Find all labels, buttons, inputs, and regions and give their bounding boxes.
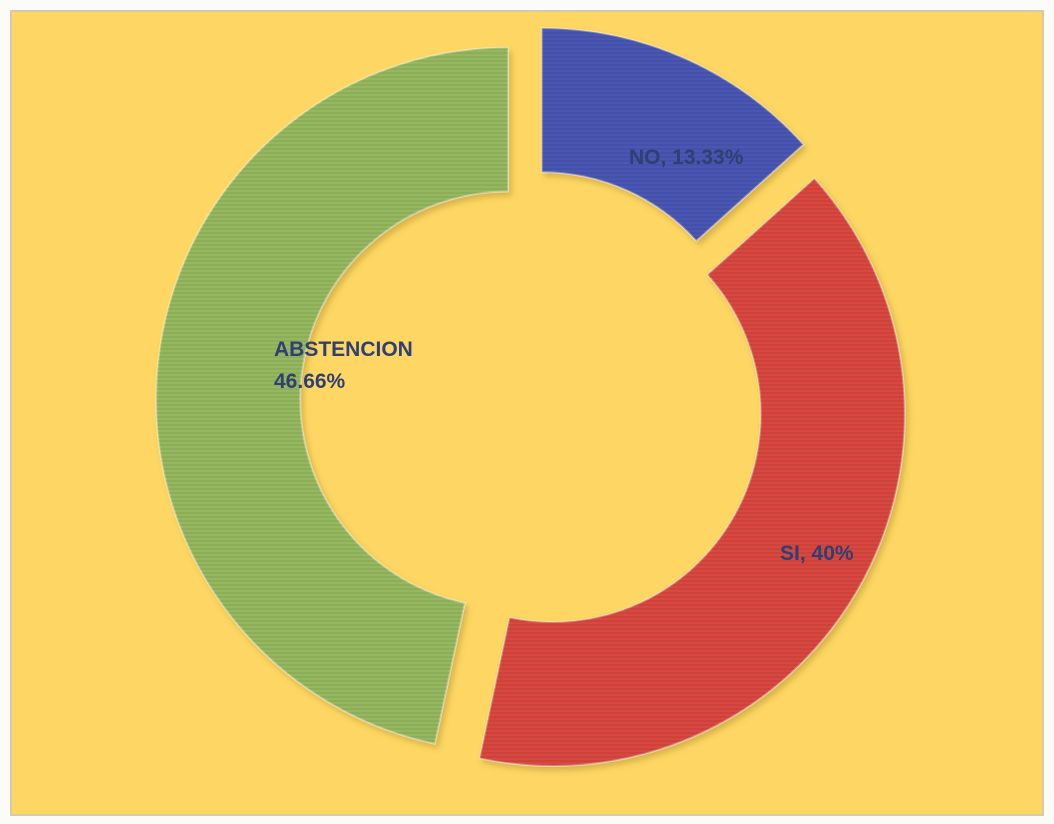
doughnut-chart: NO, 13.33% SI, 40% ABSTENCION 46.66% <box>155 27 906 767</box>
slice-label-no: NO, 13.33% <box>629 146 744 169</box>
slice-abstencion-texture <box>156 47 509 744</box>
slice-label-si: SI, 40% <box>780 542 854 565</box>
slice-no <box>540 27 805 243</box>
slice-si <box>478 177 906 767</box>
slice-label-abstencion-value: 46.66% <box>274 370 346 393</box>
slice-label-abstencion: ABSTENCION <box>274 338 413 361</box>
chart-frame: NO, 13.33% SI, 40% ABSTENCION 46.66% <box>10 10 1044 816</box>
slice-abstencion <box>155 46 510 745</box>
slice-no-texture <box>541 28 804 241</box>
slice-si-texture <box>479 178 905 766</box>
